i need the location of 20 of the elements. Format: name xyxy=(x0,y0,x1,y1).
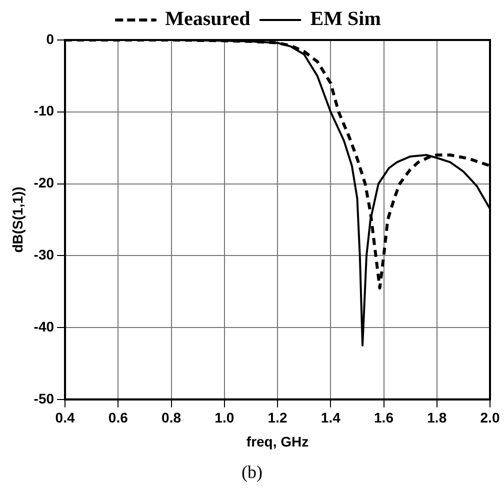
legend-label: EM Sim xyxy=(310,8,382,30)
x-tick-label: 1.2 xyxy=(268,410,288,426)
x-tick-label: 0.4 xyxy=(55,410,75,426)
y-tick-label: -20 xyxy=(34,174,54,191)
y-axis-title: dB(S(1,1)) xyxy=(9,186,26,253)
y-tick-label: -40 xyxy=(34,318,54,334)
x-tick-label: 0.8 xyxy=(162,410,182,426)
x-tick-label: 1.4 xyxy=(320,410,341,426)
legend-label: Measured xyxy=(165,8,250,30)
x-tick-label: 0.6 xyxy=(108,410,128,426)
y-tick-label: -50 xyxy=(34,390,54,406)
x-tick-label: 1.6 xyxy=(374,410,394,426)
y-tick-label: -30 xyxy=(34,246,54,262)
text: (b) xyxy=(240,462,264,483)
y-tick-label: -10 xyxy=(34,102,54,119)
x-tick-label: 1.0 xyxy=(214,410,234,426)
x-axis-title: freq, GHz xyxy=(246,433,309,450)
x-tick-label: 1.8 xyxy=(427,410,447,426)
y-tick-label: 0 xyxy=(46,30,54,47)
x-tick-label: 2.0 xyxy=(480,410,500,426)
